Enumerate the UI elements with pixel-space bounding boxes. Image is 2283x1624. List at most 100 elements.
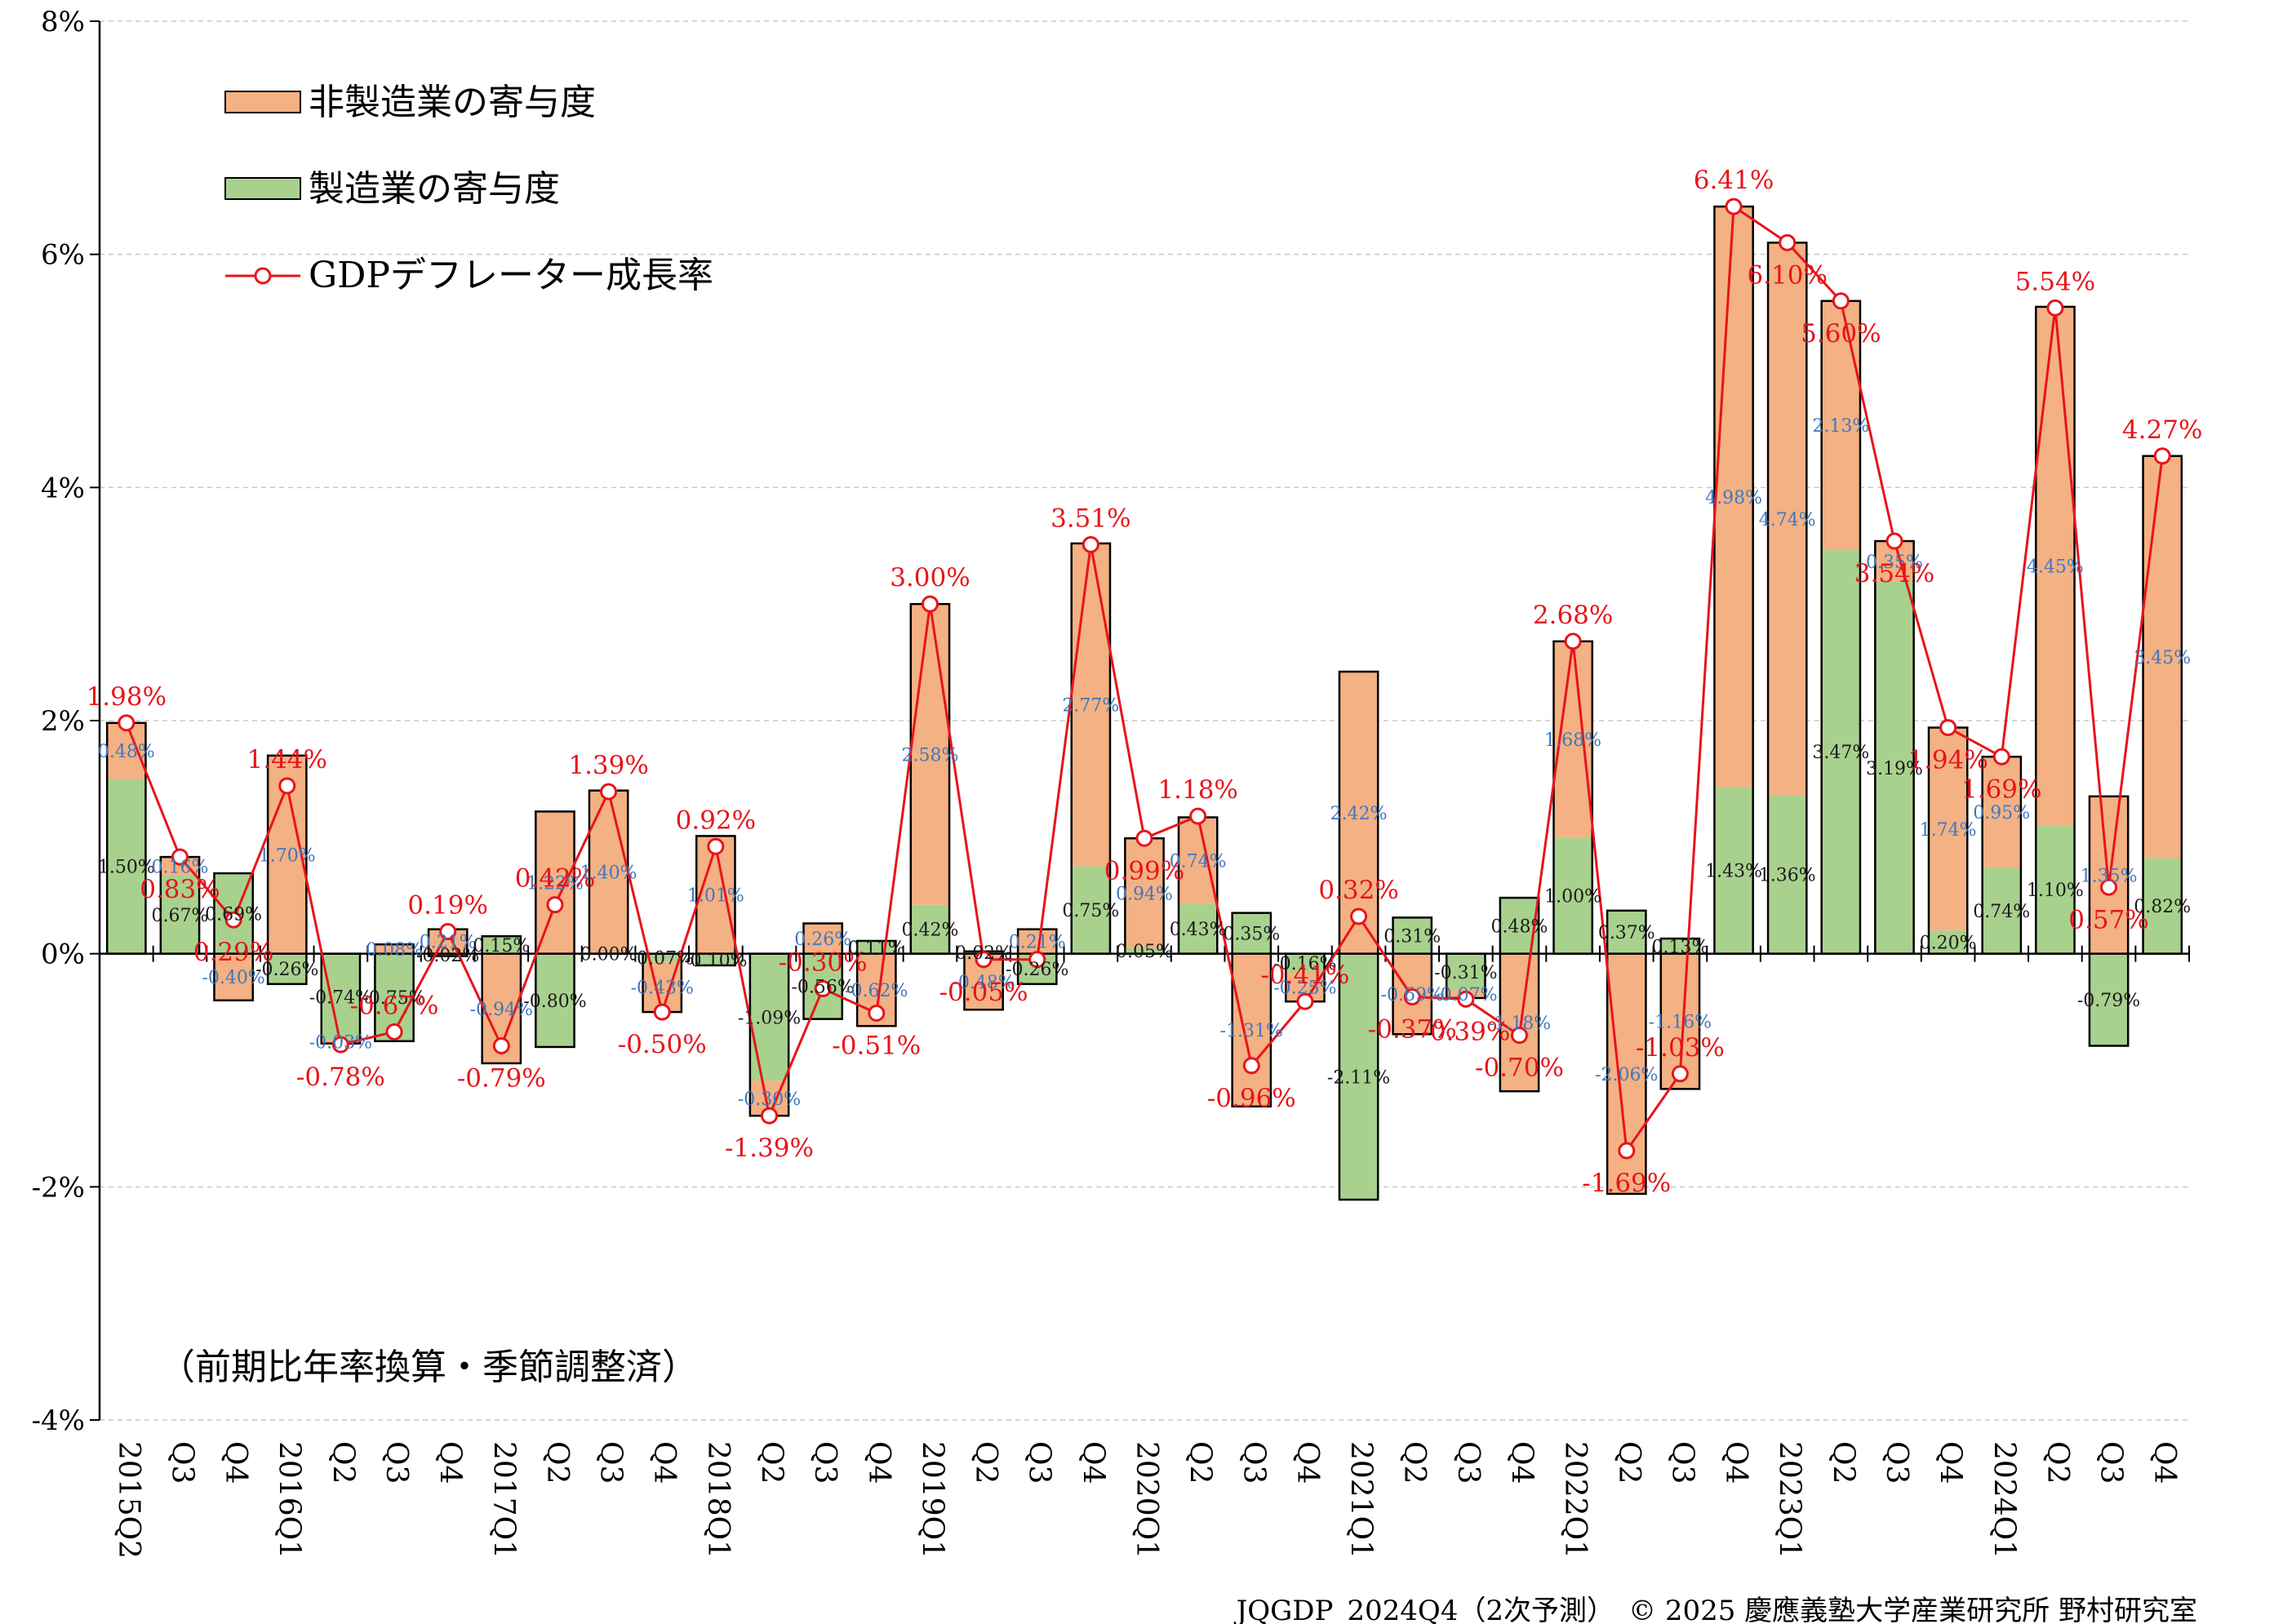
category-label: Q3 [1451,1441,1485,1484]
bar-manufacturing [1928,930,1968,954]
gdp-point [439,923,457,941]
chart-footer: JQGDP_2024Q4（2次予測） © 2025 慶應義塾大学産業研究所 野村… [1234,1595,2197,1624]
manufacturing-value-label: 0.43% [1170,920,1227,940]
non-manufacturing-value-label: -1.16% [1649,1013,1712,1033]
gdp-point [492,1037,510,1055]
gdp-value-label: 1.69% [1961,774,2041,804]
category-label: 2021Q1 [1344,1441,1378,1559]
non-manufacturing-value-label: 0.21% [1009,933,1066,953]
manufacturing-value-label: -0.26% [255,960,318,980]
gdp-point [1939,719,1957,737]
gdp-value-label: 1.98% [87,682,167,712]
bars [105,205,2183,1201]
bar-non-manufacturing [1821,300,1860,550]
bar-manufacturing [1179,903,1218,954]
gdp-value-label: -0.30% [779,948,868,978]
category-label: Q4 [1076,1441,1109,1484]
bar-manufacturing [268,953,307,984]
non-manufacturing-value-label: 0.26% [794,930,851,950]
gdp-point [761,1107,779,1125]
bar-non-manufacturing [2143,455,2182,859]
category-label: Q2 [326,1441,359,1484]
bar-non-manufacturing [910,604,950,905]
gdp-point [2100,878,2118,896]
manufacturing-value-label: -0.10% [684,951,747,971]
bar-manufacturing [696,953,735,965]
gdp-value-label: 3.51% [1050,504,1130,533]
bar-outline [1392,916,1433,1036]
gdp-value-label: 6.41% [1694,166,1774,195]
manufacturing-value-label: 0.02% [955,943,1012,964]
bar-manufacturing [1392,917,1432,954]
bar-non-manufacturing [107,722,146,779]
bar-non-manufacturing [1339,672,1379,954]
non-manufacturing-value-label: 2.42% [1330,804,1388,824]
category-label: 2015Q2 [112,1441,145,1559]
manufacturing-value-label: -2.11% [1327,1067,1390,1088]
gdp-point [1350,907,1368,925]
y-tick-label: 6% [41,239,85,272]
bar-non-manufacturing [1125,838,1164,948]
gdp-line [118,197,2171,1160]
bar-manufacturing [321,953,361,1041]
legend-label-gdp: GDPデフレーター成長率 [309,255,713,296]
non-manufacturing-value-label: 1.40% [580,863,637,884]
gdp-value-label: -1.69% [1582,1169,1671,1198]
non-manufacturing-value-label: 1.68% [1544,730,1601,751]
manufacturing-value-label: -0.07% [631,949,694,970]
category-label: Q2 [1612,1441,1646,1484]
chart-note: （前期比年率換算・季節調整済） [159,1347,698,1388]
bar-outline [695,835,736,967]
gdp-point [546,896,564,914]
bar-manufacturing [1660,938,1700,954]
gdp-point [1296,992,1314,1010]
bar-non-manufacturing [696,836,735,954]
non-manufacturing-value-label: 0.35% [1866,552,1923,573]
y-tick-label: -4% [32,1404,85,1437]
non-manufacturing-value-label: -0.69% [1381,985,1444,1005]
bar-manufacturing [749,953,789,1081]
gdp-value-label: -0.50% [618,1030,707,1059]
bar-manufacturing [2036,825,2075,954]
manufacturing-value-label: 3.47% [1812,743,1869,763]
gdp-point [653,1003,671,1021]
bar-manufacturing [910,904,950,954]
bar-outline [802,922,844,1020]
gdp-point [118,714,135,732]
gdp-value-label: -0.05% [939,978,1028,1007]
gdp-point [1671,1065,1689,1083]
bar-manufacturing [1125,947,1164,954]
manufacturing-value-label: -0.79% [2077,991,2140,1011]
manufacturing-value-label: -0.31% [1434,963,1497,983]
non-manufacturing-value-label: -0.40% [202,968,264,988]
bar-manufacturing [2089,953,2129,1046]
bar-non-manufacturing [1499,953,1539,1092]
manufacturing-value-label: 0.35% [1223,925,1280,945]
category-label: Q2 [1826,1441,1859,1484]
legend-label-non-manufacturing: 非製造業の寄与度 [309,82,596,123]
gdp-point [1403,988,1421,1006]
gdp-value-label: -0.79% [457,1064,546,1094]
gdp-value-label: -0.41% [1260,961,1349,990]
category-label: 2022Q1 [1558,1441,1592,1559]
gdp-point [1242,1057,1260,1075]
category-label: 2019Q1 [915,1441,948,1559]
gdp-point [1564,632,1582,650]
legend-swatch-non-manufacturing [224,91,301,113]
bar-outline [855,939,897,1027]
category-label: Q3 [594,1441,628,1484]
manufacturing-value-label: 0.82% [2134,897,2191,917]
non-manufacturing-value-label: 1.01% [687,886,744,907]
manufacturing-value-label: -0.16% [1273,954,1336,974]
gdp-point [1992,748,2010,765]
gdp-point [1885,532,1903,550]
non-manufacturing-value-label: 4.45% [2027,557,2084,578]
category-label: Q3 [808,1441,842,1484]
bar-manufacturing [1232,912,1271,954]
category-label: Q4 [647,1441,681,1484]
category-label: Q3 [1023,1441,1056,1484]
gdp-value-label: 3.00% [890,563,970,592]
bar-manufacturing [535,953,575,1047]
y-tick-label: 0% [41,938,85,971]
gdp-value-label: 0.92% [676,805,756,835]
